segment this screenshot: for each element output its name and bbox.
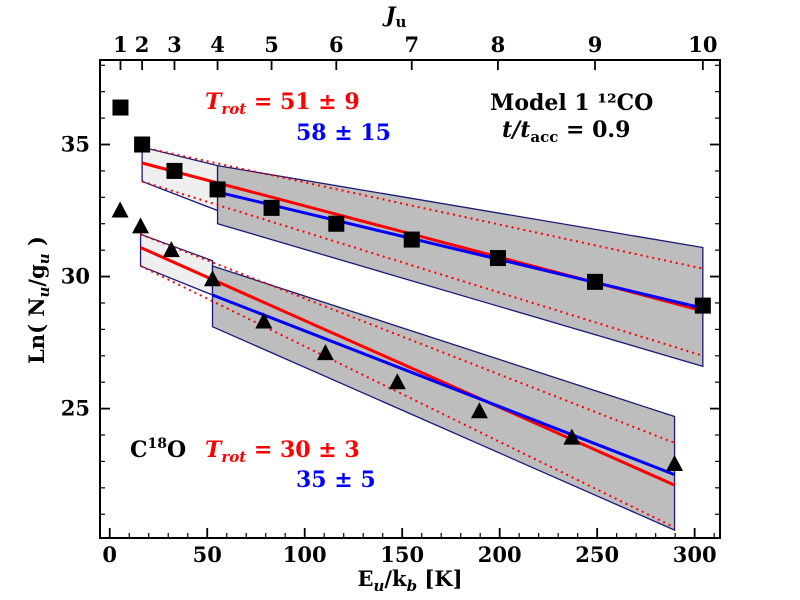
co-trot-annotation: Trot = 51 ± 9 — [205, 89, 360, 118]
x-tick-label-4: 200 — [478, 542, 522, 567]
triangle-point-7 — [470, 402, 488, 419]
fit-line-1 — [217, 190, 704, 310]
triangle-point-9 — [666, 455, 684, 472]
x-tick-label-0: 0 — [102, 542, 117, 567]
top-tick-label-7: 8 — [491, 32, 506, 57]
square-point-8 — [587, 273, 604, 290]
triangle-point-3 — [203, 270, 221, 287]
y-axis-title: Ln( Nu/gu ) — [24, 236, 53, 364]
top-tick-label-2: 3 — [167, 32, 182, 57]
square-point-4 — [263, 199, 280, 216]
triangle-point-0 — [111, 201, 129, 218]
top-axis-title: Ju — [382, 2, 407, 31]
x-axis-title: Eu/kb [K] — [357, 566, 462, 595]
triangle-point-2 — [162, 241, 180, 258]
c18o-annotation: C18O — [130, 436, 186, 463]
x-tick-label-2: 100 — [283, 542, 327, 567]
triangle-point-8 — [563, 428, 581, 445]
square-point-9 — [694, 297, 711, 314]
co-blue-annotation: 58 ± 15 — [296, 120, 391, 146]
triangle-point-5 — [316, 344, 334, 361]
t-ratio-annotation: t/tacc = 0.9 — [502, 117, 630, 146]
square-point-0 — [112, 99, 129, 116]
triangle-point-4 — [255, 312, 273, 329]
top-tick-label-8: 9 — [588, 32, 603, 57]
axis-ticks: 0 50 100 150 200 250 300 25 30 35 1 2 3 4 5 6 7 8 9 10 — [61, 32, 720, 567]
square-point-2 — [166, 162, 183, 179]
plot-frame — [99, 59, 721, 539]
square-point-7 — [489, 250, 506, 267]
fit-line-2 — [139, 246, 676, 487]
y-tick-label-1: 30 — [61, 264, 90, 289]
top-tick-label-3: 4 — [210, 32, 225, 57]
top-tick-label-1: 2 — [135, 32, 150, 57]
triangle-point-6 — [388, 373, 406, 390]
c18o-blue-annotation: 35 ± 5 — [296, 467, 376, 493]
c18o-trot-annotation: Trot = 30 ± 3 — [205, 437, 360, 466]
y-tick-label-0: 25 — [61, 396, 90, 421]
square-point-3 — [209, 181, 226, 198]
square-point-6 — [403, 231, 420, 248]
shaded-regions — [139, 146, 704, 532]
x-tick-label-6: 300 — [673, 542, 717, 567]
dotted-bound-1 — [141, 180, 704, 357]
square-point-1 — [134, 136, 151, 153]
top-tick-label-5: 6 — [329, 32, 344, 57]
triangle-point-1 — [132, 217, 150, 234]
x-tick-label-1: 50 — [193, 542, 222, 567]
fit-lines — [139, 161, 704, 487]
y-tick-label-2: 35 — [61, 132, 90, 157]
fit-line-3 — [211, 293, 676, 477]
top-tick-label-4: 5 — [264, 32, 279, 57]
data-markers — [111, 99, 711, 472]
square-point-5 — [328, 215, 345, 232]
uncertainty-bounds — [140, 146, 704, 529]
top-tick-label-6: 7 — [404, 32, 419, 57]
x-tick-label-5: 250 — [575, 542, 619, 567]
top-tick-label-0: 1 — [113, 32, 128, 57]
x-tick-label-3: 150 — [380, 542, 424, 567]
top-tick-label-9: 10 — [688, 32, 717, 57]
model-annotation: Model 1 ¹²CO — [490, 90, 653, 116]
